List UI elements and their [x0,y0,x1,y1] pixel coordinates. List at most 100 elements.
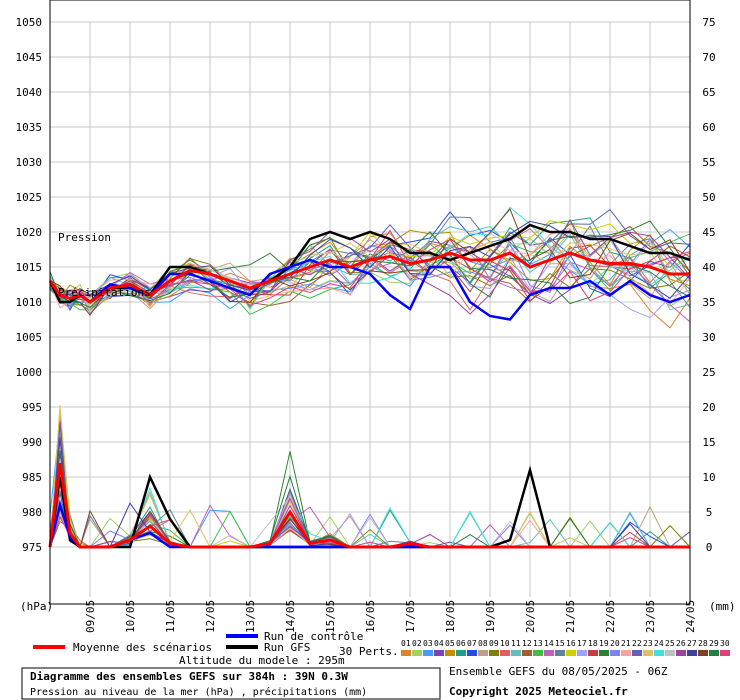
y-left-tick: 1050 [16,16,43,29]
mean-pressure-line [48,251,690,304]
y-right-tick: 10 [702,471,715,484]
pert-legend-number: 08 [478,639,488,648]
perturbation-legend: 01 02 03 04 05 06 07 08 09 10 11 12 13 14 15 16 17 18 19 20… [401,639,730,656]
pert-legend-swatch [467,650,477,656]
pert-legend-number: 03 [423,639,433,648]
precip-inline-label: Précipitations [58,286,151,299]
y-left-tick: 985 [22,471,42,484]
pert-legend-number: 27 [687,639,697,648]
y-left-tick: 990 [22,436,42,449]
pert-legend-number: 07 [467,639,477,648]
pert-legend-swatch [654,650,664,656]
legend-gfs-label: Run GFS [264,641,310,654]
pert-legend-number: 06 [456,639,466,648]
x-tick: 16/05 [364,600,377,633]
y-left-tick: 995 [22,401,42,414]
pert-legend-swatch [588,650,598,656]
pert-legend-number: 25 [665,639,675,648]
pert-legend-number: 15 [555,639,565,648]
pert-legend-swatch [456,650,466,656]
pert-legend-swatch [478,650,488,656]
pert-pressure-line [49,246,691,323]
legend-mean-label: Moyenne des scénarios [73,641,212,654]
right-axis-unit: (mm) [709,600,736,613]
pert-legend-swatch [643,650,653,656]
y-left-tick: 1000 [16,366,43,379]
legend: Moyenne des scénarios Run de contrôle Ru… [33,630,730,667]
y-left-tick: 1010 [16,296,43,309]
y-left-tick: 1005 [16,331,43,344]
y-right-tick: 65 [702,86,715,99]
pert-legend-number: 14 [544,639,554,648]
pressure-inline-label: Pression [58,231,111,244]
pert-legend-swatch [522,650,532,656]
grid [49,21,691,597]
title-box [21,667,441,700]
pert-legend-swatch [610,650,620,656]
x-tick: 18/05 [444,600,457,633]
pert-legend-number: 26 [676,639,686,648]
pert-pressure-line [49,238,691,308]
pert-legend-swatch [445,650,455,656]
pert-pressure-line [49,233,691,313]
pert-legend-swatch [687,650,697,656]
pert-legend-number: 09 [489,639,499,648]
y-right-tick: 30 [702,331,715,344]
x-tick: 19/05 [484,600,497,633]
pert-legend-number: 29 [709,639,719,648]
pert-legend-swatch [533,650,543,656]
pert-legend-number: 13 [533,639,543,648]
y-right-tick: 35 [702,296,715,309]
y-right-tick: 75 [702,16,715,29]
copyright: Copyright 2025 Meteociel.fr [449,685,628,698]
pert-legend-swatch [555,650,565,656]
x-tick: 24/05 [684,600,697,633]
pert-legend-swatch [423,650,433,656]
pert-legend-swatch [698,650,708,656]
pert-legend-number: 18 [588,639,598,648]
pert-legend-number: 16 [566,639,576,648]
y-left-tick: 1045 [16,51,43,64]
mean-precip-line [48,462,690,549]
chart-subtitle: Pression au niveau de la mer (hPa) , pré… [30,686,367,698]
pert-legend-number: 01 [401,639,411,648]
y-left-tick: 1015 [16,261,43,274]
pert-legend-swatch [665,650,675,656]
pert-legend-number: 12 [522,639,532,648]
x-tick: 11/05 [164,600,177,633]
y-left-tick: 975 [22,541,42,554]
y-right-tick: 0 [706,541,713,554]
y-left-tick: 1020 [16,226,43,239]
x-tick: 15/05 [324,600,337,633]
y-right-tick: 5 [706,506,713,519]
pert-legend-number: 17 [577,639,587,648]
pert-legend-number: 11 [511,639,521,648]
y-right-tick: 15 [702,436,715,449]
pert-legend-number: 10 [500,639,510,648]
pert-legend-number: 24 [654,639,664,648]
pert-legend-swatch [720,650,730,656]
x-tick: 14/05 [284,600,297,633]
plot-frame [49,0,691,605]
y-right-tick: 60 [702,121,715,134]
pert-legend-swatch [676,650,686,656]
main-series-lines [48,223,691,549]
pert-legend-swatch [577,650,587,656]
y-left-tick: 1030 [16,156,43,169]
y-right-tick: 40 [702,261,715,274]
y-right-tick: 20 [702,401,715,414]
pert-pressure-line [49,208,691,302]
pert-legend-swatch [632,650,642,656]
y-right-tick: 45 [702,226,715,239]
x-tick: 23/05 [644,600,657,633]
pert-legend-number: 20 [610,639,620,648]
y-right-tick: 70 [702,51,715,64]
pert-legend-swatch [489,650,499,656]
x-tick: 22/05 [604,600,617,633]
pert-legend-number: 21 [621,639,631,648]
pert-legend-number: 30 [720,639,730,648]
y-right-tick: 55 [702,156,715,169]
pert-legend-number: 23 [643,639,653,648]
pert-legend-swatch [412,650,422,656]
x-tick: 09/05 [84,600,97,633]
